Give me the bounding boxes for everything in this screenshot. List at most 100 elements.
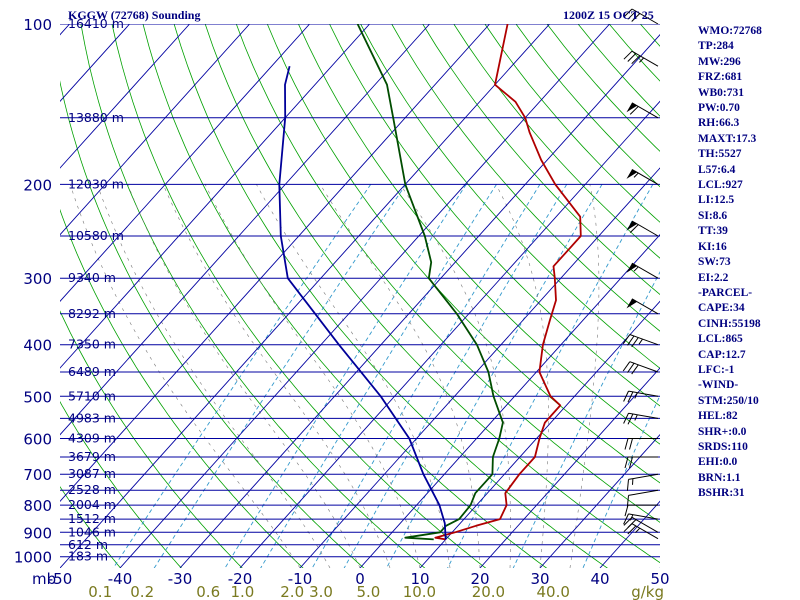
dewpoint-profile xyxy=(356,24,504,541)
temperature-tick-label: 30 xyxy=(530,570,549,588)
barb-half-feather xyxy=(635,527,641,533)
wind-barb xyxy=(623,8,659,25)
temperature-tick-label: -20 xyxy=(228,570,253,588)
index-item: TT:39 xyxy=(698,225,728,238)
height-label: 183 m xyxy=(68,549,108,564)
temperature-tick-label: -40 xyxy=(108,570,133,588)
barb-feather xyxy=(627,391,634,403)
mixing-ratio-label: 2.0 xyxy=(280,583,304,600)
index-item: WMO:72768 xyxy=(698,25,762,37)
mixing-ratio-line xyxy=(447,184,654,568)
index-item: EHI:0.0 xyxy=(698,456,738,469)
dry-adiabat xyxy=(329,24,660,407)
wind-barb xyxy=(623,513,659,525)
isotherm xyxy=(60,24,190,169)
barb-feather xyxy=(631,55,641,65)
pressure-tick-label: 900 xyxy=(23,524,52,542)
pressure-tick-label: 1000 xyxy=(14,549,52,567)
pressure-tick-label: 300 xyxy=(23,270,52,288)
mixing-ratio-line xyxy=(260,184,497,568)
isotherm xyxy=(60,24,370,369)
index-item: LI:12.5 xyxy=(698,194,735,207)
height-label: 5710 m xyxy=(68,388,116,403)
isotherm xyxy=(539,433,660,568)
pressure-tick-label: 600 xyxy=(23,431,52,449)
wind-barb xyxy=(622,361,659,375)
isotherm xyxy=(60,24,70,36)
barb-feather xyxy=(624,438,629,450)
mixing-ratio-line xyxy=(311,184,541,568)
barb-staff xyxy=(631,50,659,67)
isotherm xyxy=(0,24,10,568)
mixing-ratio-line xyxy=(153,184,407,568)
barb-half-feather xyxy=(634,392,638,399)
index-item: LCL:927 xyxy=(698,179,743,192)
mixing-ratio-label: 20.0 xyxy=(472,583,505,600)
barb-pennant xyxy=(626,102,638,113)
pressure-tick-label: 100 xyxy=(23,16,52,34)
barb-feather xyxy=(631,337,639,348)
barb-staff xyxy=(631,8,659,25)
barb-feather xyxy=(626,495,629,507)
wind-barb xyxy=(626,298,659,315)
barb-pennant xyxy=(626,298,638,309)
wind-barbs xyxy=(622,8,659,540)
barb-half-feather xyxy=(638,338,643,345)
mixing-ratio-line xyxy=(224,184,467,568)
mixing-ratio-label: 40.0 xyxy=(536,583,569,600)
temperature-tick-label: 0 xyxy=(355,570,365,588)
isotherms xyxy=(0,24,660,568)
barb-feather xyxy=(627,413,634,425)
index-item: CINH:55198 xyxy=(698,317,761,330)
mixing-ratio-label: 5.0 xyxy=(356,583,380,600)
index-item: LFC:-1 xyxy=(698,363,735,376)
barb-staff xyxy=(629,334,659,346)
isotherm xyxy=(60,24,430,436)
dry-adiabat xyxy=(235,24,660,523)
isotherm xyxy=(419,300,660,568)
dry-adiabat xyxy=(453,24,660,259)
barb-half-feather xyxy=(639,57,645,63)
isotherm xyxy=(60,24,490,503)
height-label: 612 m xyxy=(68,537,108,552)
indices-panel: WMO:72768 TP:284 MW:296 FRZ:681 WB0:731 PW:0.… xyxy=(698,24,798,502)
index-item: LCL:865 xyxy=(698,333,743,346)
barb-feather xyxy=(623,513,629,525)
moist-adiabat xyxy=(96,184,331,568)
barb-staff xyxy=(628,513,659,520)
barb-feather xyxy=(623,8,633,18)
wind-barb xyxy=(626,262,659,279)
barb-feather xyxy=(624,504,629,517)
index-item: BSHR:31 xyxy=(698,487,745,500)
barb-feather xyxy=(631,13,641,22)
wind-barb xyxy=(624,438,658,450)
barb-feather xyxy=(623,412,629,424)
index-item: STM:250/10 xyxy=(698,394,759,407)
height-label: 4309 m xyxy=(68,431,116,446)
barb-half-feather xyxy=(634,414,638,421)
isotherm xyxy=(359,233,660,568)
index-item: KI:16 xyxy=(698,240,727,253)
height-label: 2004 m xyxy=(68,497,116,512)
barb-feather xyxy=(622,334,631,345)
pressure-tick-label: 400 xyxy=(23,337,52,355)
barb-feather xyxy=(627,363,635,373)
pressure-tick-label: 200 xyxy=(23,176,52,194)
barb-feather xyxy=(627,519,637,528)
height-label: 10580 m xyxy=(68,228,124,243)
isobars xyxy=(60,24,660,558)
barb-pennant xyxy=(626,221,638,231)
index-item: FRZ:681 xyxy=(698,71,743,84)
moist-adiabat xyxy=(569,184,600,568)
height-label: 8292 m xyxy=(68,306,116,321)
height-label: 13880 m xyxy=(68,110,124,125)
mixing-ratio-line xyxy=(512,271,660,568)
isotherm xyxy=(179,33,660,568)
temperature-tick-label: -30 xyxy=(168,570,193,588)
mixing-ratio-label: 3.0 xyxy=(309,583,333,600)
mixing-ratio-lines xyxy=(112,184,660,568)
dry-adiabat xyxy=(360,24,660,369)
isotherm xyxy=(299,167,660,568)
barb-half-feather xyxy=(629,514,634,521)
